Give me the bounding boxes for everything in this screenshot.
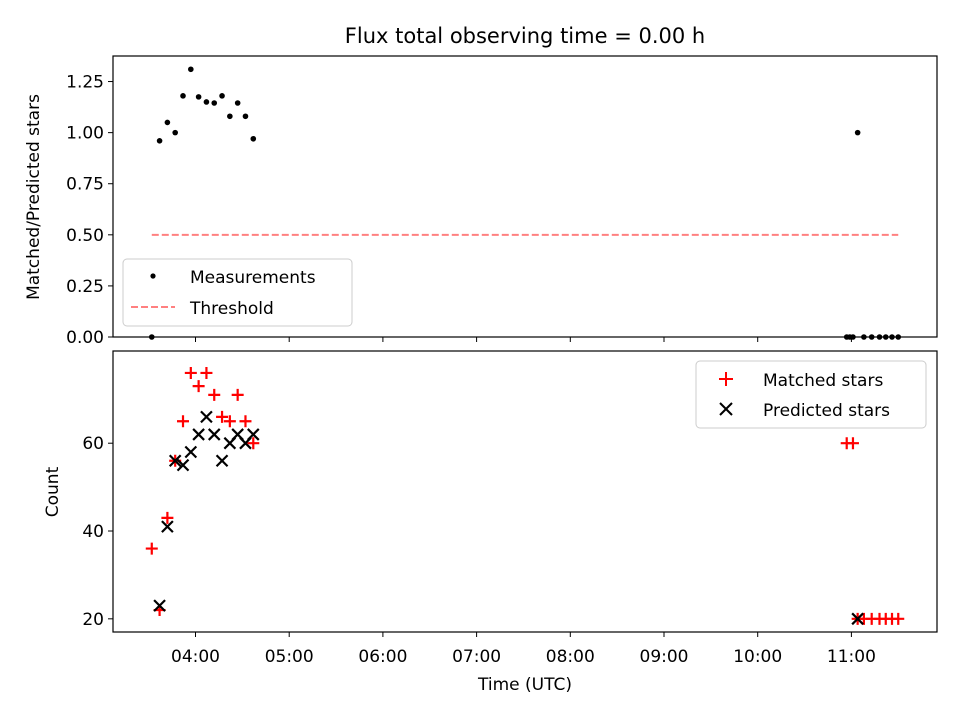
matched-stars-point bbox=[200, 366, 213, 379]
legend-bottom-frame bbox=[695, 360, 927, 429]
bottom-y-tick-label: 40 bbox=[82, 522, 104, 542]
legend-marker-matched bbox=[719, 372, 733, 386]
predicted-stars-point bbox=[161, 520, 174, 533]
measurement-point bbox=[882, 334, 889, 340]
predicted-stars-point bbox=[168, 454, 182, 468]
matched-stars-point bbox=[184, 366, 197, 379]
measurement-point bbox=[164, 119, 171, 126]
measurement-point bbox=[850, 334, 856, 340]
top-y-tick-label: 1.25 bbox=[66, 73, 104, 93]
measurement-point bbox=[203, 99, 210, 105]
predicted-stars-point bbox=[247, 428, 260, 441]
measurement-point bbox=[861, 334, 867, 340]
measurement-point bbox=[876, 334, 883, 340]
top-y-tick-label: 0.50 bbox=[66, 226, 104, 246]
x-tick-label: 10:00 bbox=[733, 647, 782, 667]
measurement-point bbox=[172, 129, 178, 136]
measurement-point bbox=[148, 334, 155, 340]
matched-stars-point bbox=[145, 542, 158, 555]
measurement-point bbox=[854, 129, 861, 136]
bottom-y-tick-label: 60 bbox=[82, 434, 104, 454]
legend-bottom: Matched stars Predicted stars bbox=[695, 360, 927, 429]
legend-label-measurements: Measurements bbox=[190, 268, 316, 288]
predicted-stars-point bbox=[153, 599, 166, 612]
measurement-point bbox=[211, 100, 218, 106]
bottom-y-tick-label: 20 bbox=[82, 610, 104, 630]
legend-marker-measurements bbox=[150, 273, 156, 279]
legend-label-threshold: Threshold bbox=[189, 299, 274, 319]
predicted-stars-point bbox=[192, 428, 205, 441]
predicted-stars-point bbox=[215, 454, 229, 468]
chart-title: Flux total observing time = 0.00 h bbox=[345, 24, 705, 48]
predicted-stars-point bbox=[851, 612, 864, 626]
legend-label-predicted: Predicted stars bbox=[763, 401, 890, 421]
measurement-point bbox=[234, 100, 241, 106]
matched-stars-point bbox=[177, 415, 190, 428]
x-tick-label: 07:00 bbox=[452, 647, 501, 667]
bottom-y-axis-label: Count bbox=[43, 466, 63, 517]
matched-stars-point bbox=[231, 388, 244, 401]
legend-top-frame bbox=[122, 258, 353, 327]
matched-stars-point bbox=[192, 380, 205, 393]
measurement-point bbox=[895, 334, 902, 340]
measurement-point bbox=[195, 94, 202, 100]
measurement-point bbox=[180, 93, 186, 99]
matched-stars-point bbox=[223, 415, 236, 428]
x-tick-label: 11:00 bbox=[827, 647, 876, 667]
top-y-tick-label: 0.25 bbox=[66, 277, 104, 297]
x-tick-label: 05:00 bbox=[265, 647, 314, 667]
x-tick-label: 04:00 bbox=[171, 647, 220, 667]
x-axis-label: Time (UTC) bbox=[477, 675, 572, 695]
x-tick-label: 08:00 bbox=[546, 647, 595, 667]
top-y-axis-label: Matched/Predicted stars bbox=[24, 94, 44, 300]
matched-stars-point bbox=[216, 410, 229, 423]
predicted-stars-point bbox=[207, 428, 221, 441]
measurement-point bbox=[250, 135, 257, 142]
matched-stars-point bbox=[239, 415, 252, 428]
matched-stars-point bbox=[892, 612, 905, 625]
measurement-point bbox=[868, 334, 875, 340]
top-y-tick-label: 0.75 bbox=[66, 175, 104, 195]
matched-stars-point bbox=[846, 437, 859, 450]
measurement-point bbox=[219, 93, 225, 99]
measurement-point bbox=[188, 66, 194, 73]
top-y-tick-label: 0.00 bbox=[66, 328, 104, 348]
measurement-point bbox=[242, 113, 249, 120]
matched-stars-point bbox=[161, 511, 174, 524]
predicted-stars-point bbox=[184, 445, 198, 459]
predicted-stars-point bbox=[176, 458, 190, 472]
measurement-point bbox=[227, 113, 233, 120]
predicted-stars-point bbox=[200, 410, 213, 424]
matched-stars-point bbox=[208, 388, 221, 401]
legend-marker-predicted bbox=[719, 402, 733, 416]
matched-stars-point bbox=[247, 437, 260, 450]
legend-label-matched: Matched stars bbox=[763, 371, 883, 391]
x-tick-label: 06:00 bbox=[358, 647, 407, 667]
legend-top: Measurements Threshold bbox=[122, 258, 353, 327]
measurement-point bbox=[889, 334, 895, 340]
top-y-tick-label: 1.00 bbox=[66, 124, 104, 144]
measurement-point bbox=[156, 138, 163, 144]
x-tick-label: 09:00 bbox=[640, 647, 689, 667]
